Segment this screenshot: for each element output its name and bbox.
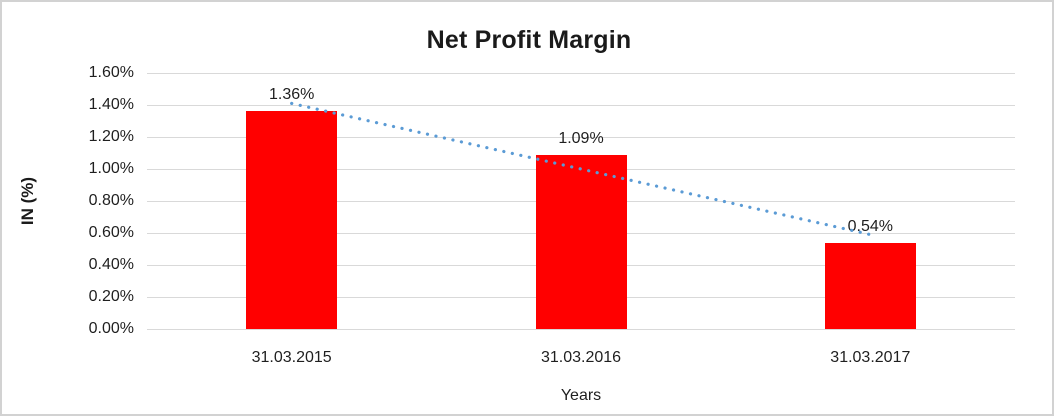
chart-title: Net Profit Margin [426, 26, 632, 54]
x-category-label: 31.03.2015 [251, 349, 332, 366]
y-tick-label: 0.60% [88, 224, 134, 241]
y-tick-label: 0.00% [88, 320, 134, 337]
y-tick-label: 1.00% [88, 160, 134, 177]
x-category-label: 31.03.2016 [540, 349, 622, 366]
gridline [147, 329, 1015, 330]
y-tick-label: 0.40% [88, 256, 134, 273]
bar-31.03.2016 [535, 154, 627, 329]
y-tick-label: 0.20% [88, 288, 134, 305]
y-tick-label: 1.60% [88, 64, 134, 81]
data-label: 1.09% [558, 129, 604, 147]
x-axis-title: Years [560, 387, 602, 404]
y-tick-label: 1.40% [88, 96, 134, 113]
data-label: 1.36% [268, 86, 315, 104]
x-category-label: 31.03.2017 [830, 349, 911, 366]
y-tick-label: 1.20% [88, 128, 134, 145]
gridline [147, 137, 1015, 138]
trendline-path [290, 101, 872, 237]
data-label: 0.54% [847, 217, 894, 235]
bar-31.03.2017 [824, 242, 916, 329]
gridline [147, 73, 1015, 74]
y-tick-label: 0.80% [88, 192, 134, 209]
gridline [147, 105, 1015, 106]
bar-31.03.2015 [246, 111, 338, 329]
